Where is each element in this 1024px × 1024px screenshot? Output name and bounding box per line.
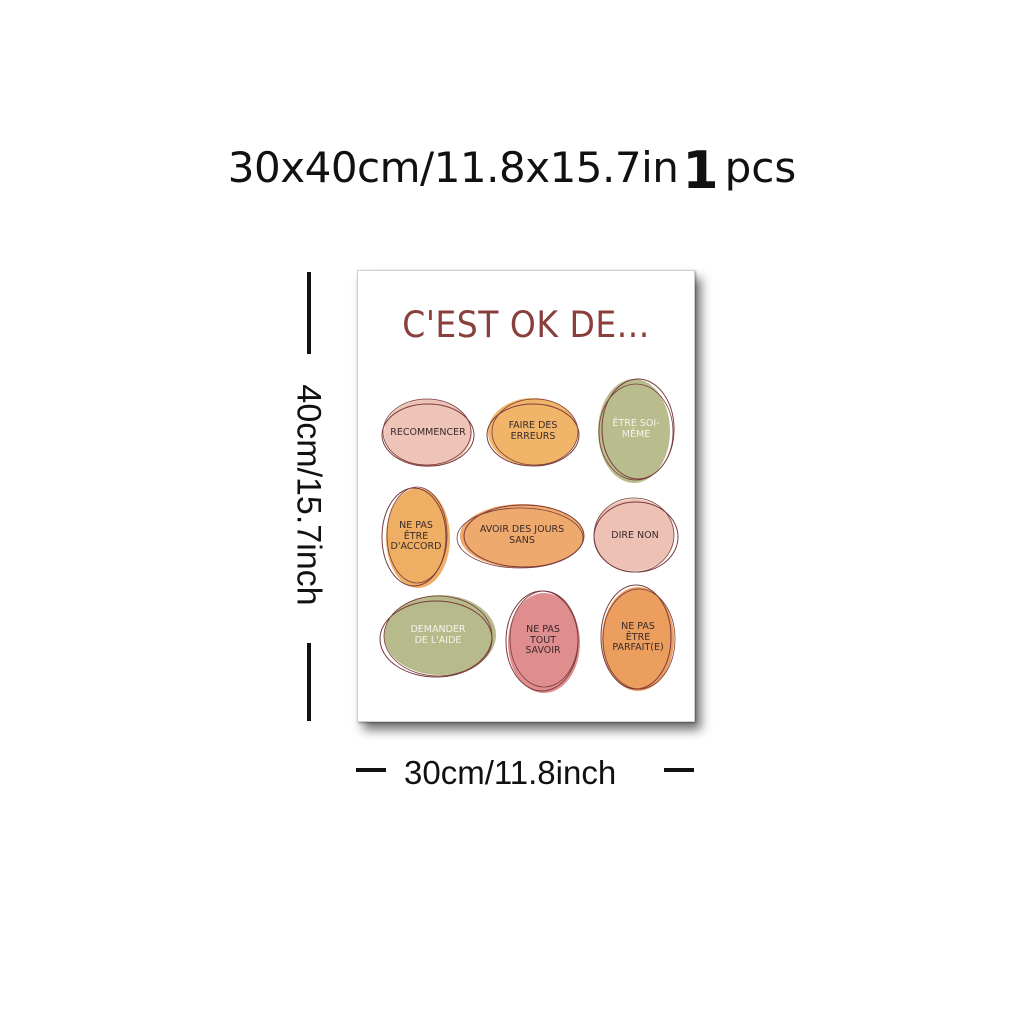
poster-item: NE PAS ÊTRE D'ACCORD <box>380 484 452 590</box>
poster-item: DIRE NON <box>590 497 680 575</box>
poster-item: NE PAS ÊTRE PARFAIT(E) <box>598 581 678 695</box>
width-dimension-label: 30cm/11.8inch <box>404 754 617 791</box>
poster-item: AVOIR DES JOURS SANS <box>456 501 586 571</box>
blob-fill <box>602 587 674 691</box>
poster-item-label: NE PAS TOUT SAVOIR <box>525 623 561 657</box>
size-label: 30x40cm/11.8x15.7in <box>227 143 679 192</box>
poster-item: DEMANDER DE L'AIDE <box>378 593 498 679</box>
poster-item-label: ÊTRE SOI-MÊME <box>612 418 660 440</box>
blob-fill <box>460 504 584 568</box>
blob-fill <box>594 499 674 571</box>
height-dimension-label: 40cm/15.7inch <box>289 384 328 606</box>
blob-fill <box>488 398 578 466</box>
product-size-header: 30x40cm/11.8x15.7in1 pcs <box>0 135 1024 201</box>
poster-item-label: FAIRE DES ERREURS <box>508 420 558 442</box>
quantity-unit: pcs <box>724 143 797 192</box>
blob-fill <box>384 399 472 467</box>
poster: C'EST OK DE... RECOMMENCER FAIRE DES ERR… <box>357 270 695 722</box>
width-dimension-bar-right <box>664 768 694 772</box>
width-dimension-bar-left <box>356 768 386 772</box>
quantity-value: 1 <box>682 141 719 201</box>
height-dimension-bar-bottom <box>307 643 311 721</box>
blob-fill <box>384 595 496 675</box>
poster-item: ÊTRE SOI-MÊME <box>596 375 676 485</box>
poster-item-label: DIRE NON <box>611 529 659 541</box>
poster-item: FAIRE DES ERREURS <box>485 395 581 469</box>
blob-fill <box>598 379 670 483</box>
poster-item: RECOMMENCER <box>380 395 476 471</box>
poster-item-label: NE PAS ÊTRE PARFAIT(E) <box>612 620 664 654</box>
poster-title: C'EST OK DE... <box>402 303 650 346</box>
poster-item-label: AVOIR DES JOURS SANS <box>479 524 565 546</box>
blob-fill <box>386 488 450 588</box>
height-dimension-bar-top <box>307 272 311 354</box>
poster-item-label: DEMANDER DE L'AIDE <box>410 624 466 646</box>
poster-item: NE PAS TOUT SAVOIR <box>504 587 582 695</box>
poster-item-label: RECOMMENCER <box>390 426 466 438</box>
poster-item-label: NE PAS ÊTRE D'ACCORD <box>390 519 442 553</box>
blob-fill <box>508 593 580 693</box>
